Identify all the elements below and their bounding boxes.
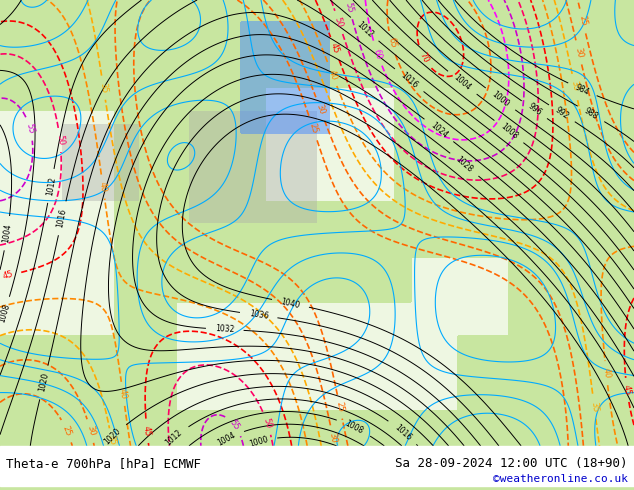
Text: 1040: 1040 — [280, 297, 301, 310]
Text: 30: 30 — [328, 431, 339, 443]
Text: 40: 40 — [118, 388, 128, 400]
Text: Theta-e 700hPa [hPa] ECMWF: Theta-e 700hPa [hPa] ECMWF — [6, 457, 202, 470]
Text: 1000: 1000 — [490, 89, 511, 109]
Text: 35: 35 — [589, 401, 599, 413]
Text: 30: 30 — [573, 46, 585, 58]
Text: 30: 30 — [85, 425, 96, 437]
Text: 30: 30 — [314, 102, 326, 115]
Text: 1008: 1008 — [343, 419, 365, 436]
Text: 40: 40 — [98, 181, 108, 193]
Text: ©weatheronline.co.uk: ©weatheronline.co.uk — [493, 474, 628, 484]
Text: 50: 50 — [55, 134, 65, 146]
Text: 25: 25 — [334, 401, 345, 413]
Text: Sa 28-09-2024 12:00 UTC (18+90): Sa 28-09-2024 12:00 UTC (18+90) — [395, 457, 628, 470]
Text: 45: 45 — [329, 42, 341, 55]
Text: 1036: 1036 — [249, 309, 269, 321]
Text: 1016: 1016 — [56, 208, 68, 229]
Text: 45: 45 — [142, 425, 152, 437]
Text: 60: 60 — [372, 48, 384, 61]
Text: 1028: 1028 — [454, 155, 474, 174]
Text: 1032: 1032 — [215, 324, 235, 335]
Text: 25: 25 — [307, 122, 319, 135]
Text: 65: 65 — [386, 37, 398, 49]
Text: 55: 55 — [344, 1, 355, 14]
Text: 992: 992 — [553, 105, 571, 121]
Text: 35: 35 — [569, 80, 580, 92]
Text: 55: 55 — [24, 122, 36, 135]
Bar — [0, 446, 634, 486]
Text: 35: 35 — [98, 82, 108, 94]
Text: 1016: 1016 — [399, 71, 420, 90]
Text: 25: 25 — [577, 14, 588, 26]
Text: 1008: 1008 — [0, 303, 11, 324]
Text: 25: 25 — [61, 424, 73, 438]
Text: 45: 45 — [622, 384, 632, 396]
Text: 984: 984 — [574, 82, 591, 97]
Text: 70: 70 — [418, 51, 430, 65]
Text: 1012: 1012 — [45, 176, 57, 196]
Text: 1016: 1016 — [392, 422, 413, 442]
Text: 1008: 1008 — [498, 122, 519, 141]
Text: 50: 50 — [261, 417, 273, 429]
Text: 1004: 1004 — [216, 430, 238, 447]
Text: 1020: 1020 — [102, 427, 122, 446]
Text: 996: 996 — [526, 102, 543, 118]
Text: 35: 35 — [107, 434, 117, 446]
Text: 45: 45 — [3, 270, 15, 281]
Text: 40: 40 — [601, 368, 611, 379]
Text: 40: 40 — [327, 68, 339, 81]
Text: 1004: 1004 — [452, 73, 472, 93]
Text: 50: 50 — [333, 16, 345, 29]
Text: 1024: 1024 — [429, 121, 449, 140]
Text: 988: 988 — [583, 106, 600, 122]
Text: 1020: 1020 — [37, 372, 50, 393]
Text: 1012: 1012 — [164, 428, 184, 447]
Text: 1012: 1012 — [354, 20, 375, 39]
Text: 55: 55 — [228, 418, 241, 432]
Text: 1000: 1000 — [248, 435, 269, 449]
Text: 1004: 1004 — [1, 223, 13, 244]
